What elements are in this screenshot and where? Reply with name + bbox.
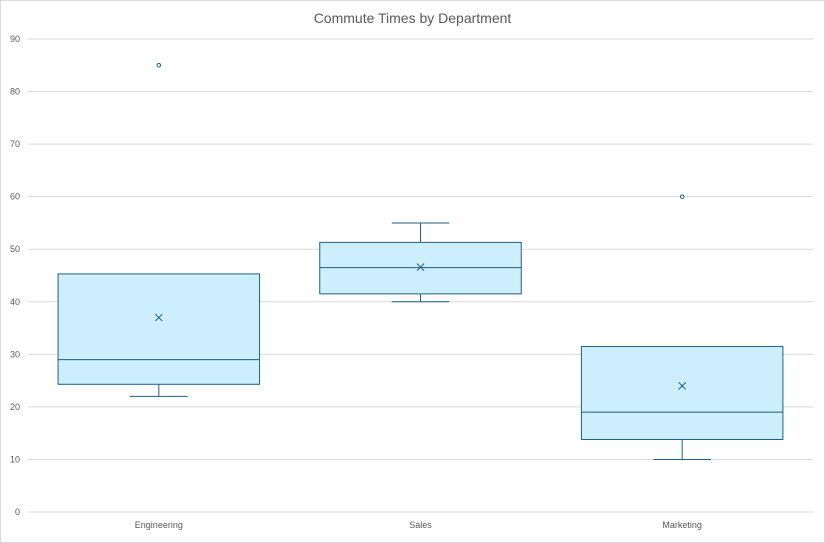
y-tick-label: 0 bbox=[15, 507, 20, 517]
chart-title: Commute Times by Department bbox=[313, 10, 512, 26]
box-sales bbox=[319, 241, 522, 295]
mean-marker bbox=[416, 263, 425, 271]
y-tick-label: 60 bbox=[10, 192, 20, 202]
outlier-point bbox=[156, 62, 162, 68]
y-tick-label: 20 bbox=[10, 402, 20, 412]
y-tick-label: 30 bbox=[10, 349, 20, 359]
y-tick-label: 70 bbox=[10, 139, 20, 149]
mean-marker bbox=[154, 313, 163, 322]
x-tick-label: Sales bbox=[409, 520, 432, 530]
y-tick-label: 40 bbox=[10, 297, 20, 307]
mean-marker bbox=[678, 382, 687, 390]
box-engineering bbox=[57, 273, 261, 385]
x-tick-label: Marketing bbox=[662, 520, 702, 530]
x-tick-label: Engineering bbox=[135, 520, 183, 530]
outlier-point bbox=[679, 194, 685, 199]
y-tick-label: 90 bbox=[10, 34, 20, 44]
y-tick-label: 80 bbox=[10, 87, 20, 97]
y-tick-label: 10 bbox=[10, 454, 20, 464]
box-marketing bbox=[580, 345, 784, 440]
y-tick-label: 50 bbox=[10, 244, 20, 254]
